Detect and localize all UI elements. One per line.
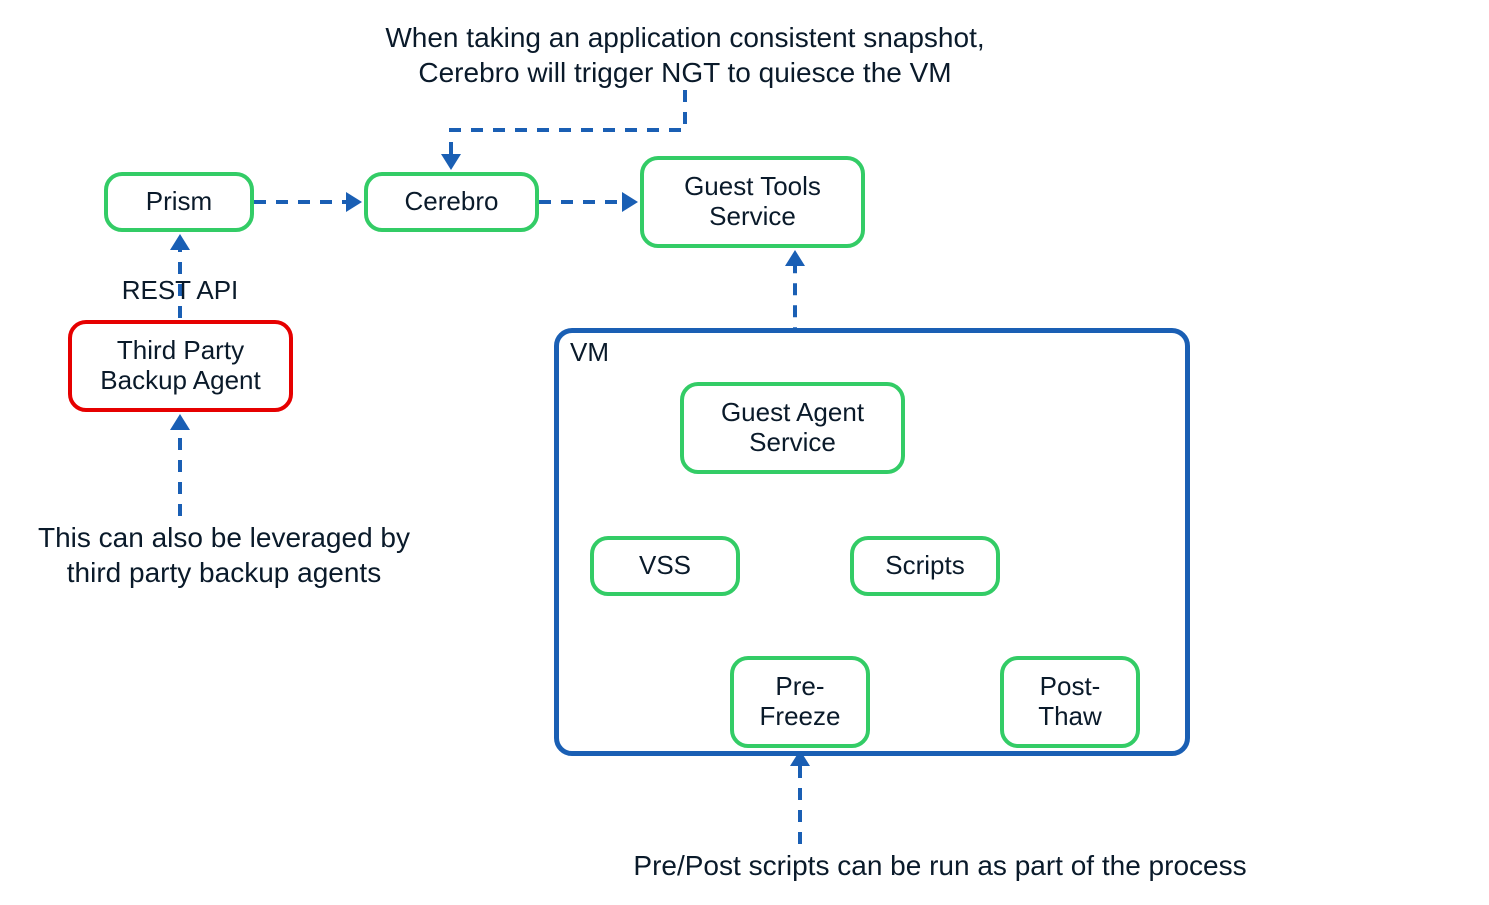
node-guest-agent-service: Guest Agent Service [680, 382, 905, 474]
node-prism: Prism [104, 172, 254, 232]
annotation-top: When taking an application consistent sn… [325, 20, 1045, 90]
annotation-left: This can also be leveraged by third part… [14, 520, 434, 590]
annotation-bottom: Pre/Post scripts can be run as part of t… [580, 848, 1300, 883]
node-scripts: Scripts [850, 536, 1000, 596]
node-vss: VSS [590, 536, 740, 596]
vm-container-label: VM [570, 338, 609, 368]
label-rest-api: REST API [100, 274, 260, 307]
node-third-party-backup-agent: Third Party Backup Agent [68, 320, 293, 412]
node-guest-tools-service: Guest Tools Service [640, 156, 865, 248]
node-cerebro: Cerebro [364, 172, 539, 232]
node-post-thaw: Post- Thaw [1000, 656, 1140, 748]
node-pre-freeze: Pre- Freeze [730, 656, 870, 748]
